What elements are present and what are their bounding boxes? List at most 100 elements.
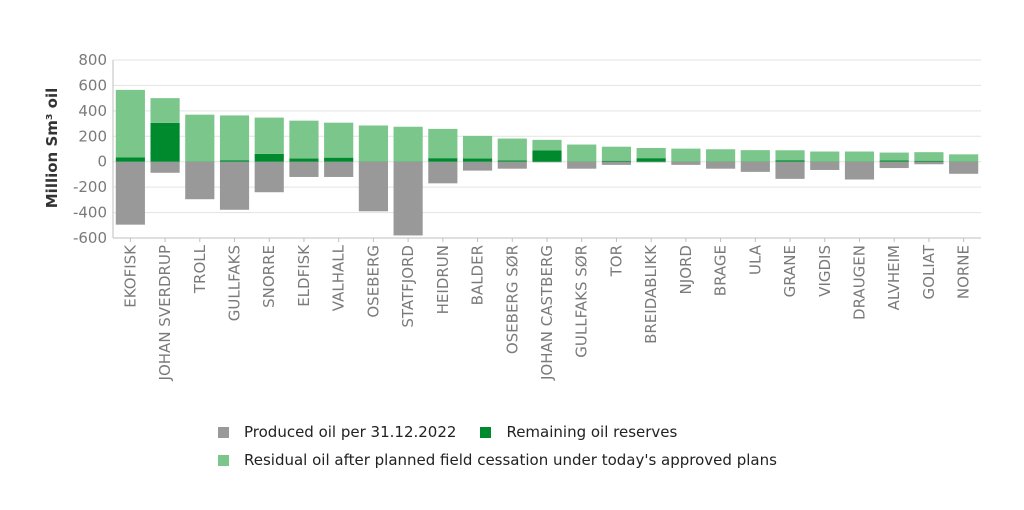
legend-swatch-residual xyxy=(218,454,229,466)
x-tick-label: TOR xyxy=(607,245,625,277)
x-axis-tick-labels: EKOFISK JOHAN SVERDRUP TROLL GULLFAKS SNORRE… xyxy=(121,238,973,381)
bar-remaining xyxy=(462,158,493,162)
bar-produced xyxy=(706,161,736,169)
bar-remaining xyxy=(150,122,180,162)
x-tick-label: ULA xyxy=(746,244,764,275)
legend-item-produced[interactable]: Produced oil per 31.12.2022 xyxy=(218,423,456,441)
bar-remaining xyxy=(289,158,319,162)
bar-produced xyxy=(115,161,145,225)
x-tick-label: OSEBERG xyxy=(364,245,382,318)
bar-produced xyxy=(219,161,250,210)
bar-residual xyxy=(601,146,632,161)
bar-residual xyxy=(671,148,701,162)
bar-residual xyxy=(358,125,388,162)
bar-produced xyxy=(150,161,180,173)
x-tick-label: NORNE xyxy=(955,245,973,299)
bar-remaining xyxy=(914,160,944,162)
bar-produced xyxy=(462,161,493,171)
legend-label-produced: Produced oil per 31.12.2022 xyxy=(244,423,457,441)
bar-residual xyxy=(497,138,527,161)
bar-produced xyxy=(844,161,875,180)
y-tick-label: -400 xyxy=(73,204,107,222)
x-tick-label: EKOFISK xyxy=(121,244,139,308)
bar-produced xyxy=(775,161,805,179)
x-tick-label: GULLFAKS SØR xyxy=(573,245,591,358)
bar-produced xyxy=(324,161,354,177)
bar-residual xyxy=(740,150,770,162)
bar-produced xyxy=(497,161,527,169)
bar-produced xyxy=(393,161,423,236)
bar-remaining xyxy=(324,157,354,162)
x-tick-label: GOLIAT xyxy=(920,244,938,299)
y-tick-label: 600 xyxy=(78,76,107,94)
legend-item-residual[interactable]: Residual oil after planned field cessati… xyxy=(218,451,777,469)
x-tick-label: BRAGE xyxy=(712,245,730,296)
x-tick-label: BREIDABLIKK xyxy=(642,244,660,344)
bar-remaining xyxy=(879,160,909,162)
bar-remaining xyxy=(636,158,666,162)
bar-residual xyxy=(706,149,736,162)
bars xyxy=(115,89,979,236)
bar-residual xyxy=(428,128,458,159)
x-tick-label: GRANE xyxy=(781,245,799,297)
y-tick-label: 200 xyxy=(78,127,107,145)
y-tick-label: 800 xyxy=(78,51,107,69)
bar-residual xyxy=(949,154,979,162)
bar-residual xyxy=(567,144,597,162)
x-tick-label: JOHAN SVERDRUP xyxy=(156,245,174,381)
x-tick-label: TROLL xyxy=(191,244,209,294)
bar-residual xyxy=(393,126,423,162)
bar-remaining xyxy=(775,160,805,162)
bar-remaining xyxy=(601,160,632,162)
bar-produced xyxy=(810,161,840,170)
bar-residual xyxy=(254,117,284,154)
x-tick-label: VIGDIS xyxy=(816,245,834,297)
bar-remaining xyxy=(254,153,284,162)
x-tick-label: VALHALL xyxy=(330,244,348,311)
legend-swatch-remaining xyxy=(480,426,492,438)
bar-residual xyxy=(775,150,805,161)
legend-label-remaining: Remaining oil reserves xyxy=(506,423,678,441)
y-tick-label: -600 xyxy=(73,229,107,247)
bar-residual xyxy=(324,122,354,158)
bar-remaining xyxy=(497,160,527,162)
legend-swatch-produced xyxy=(218,426,229,438)
bar-residual xyxy=(289,120,319,159)
bar-produced xyxy=(185,161,215,200)
legend-item-remaining[interactable]: Remaining oil reserves xyxy=(480,423,677,441)
bar-produced xyxy=(636,161,666,163)
x-tick-label: JOHAN CASTBERG xyxy=(538,245,556,381)
x-tick-label: ALVHEIM xyxy=(885,245,903,310)
bar-produced xyxy=(532,161,562,163)
bar-remaining xyxy=(115,157,145,162)
x-tick-label: DRAUGEN xyxy=(850,245,868,320)
bar-produced xyxy=(567,161,597,169)
bar-residual xyxy=(185,114,215,162)
bar-remaining xyxy=(219,160,250,162)
x-tick-label: SNORRE xyxy=(260,245,278,308)
bar-produced xyxy=(358,161,388,212)
bar-residual xyxy=(115,89,145,158)
y-axis-tick-labels: 800 600 400 200 0 -200 -400 -600 xyxy=(73,51,107,247)
bar-residual xyxy=(810,151,840,162)
legend: Produced oil per 31.12.2022 Remaining oi… xyxy=(218,418,801,474)
x-tick-label: NJORD xyxy=(677,245,695,294)
x-tick-label: OSEBERG SØR xyxy=(503,245,521,354)
bar-remaining xyxy=(428,158,458,162)
bar-residual xyxy=(914,152,944,161)
legend-label-residual: Residual oil after planned field cessati… xyxy=(244,451,777,469)
bar-residual xyxy=(150,98,180,123)
x-tick-label: ELDFISK xyxy=(295,244,313,307)
bar-residual xyxy=(462,135,493,159)
bar-residual xyxy=(879,152,909,161)
bar-produced xyxy=(289,161,319,177)
y-axis-label: Million Sm³ oil xyxy=(43,88,61,209)
y-tick-label: 0 xyxy=(97,153,107,171)
x-tick-label: HEIDRUN xyxy=(434,245,452,314)
x-tick-label: STATFJORD xyxy=(399,245,417,328)
bar-produced xyxy=(254,161,284,193)
bar-produced xyxy=(671,161,701,165)
bar-residual xyxy=(636,147,666,159)
bar-remaining xyxy=(532,150,562,162)
